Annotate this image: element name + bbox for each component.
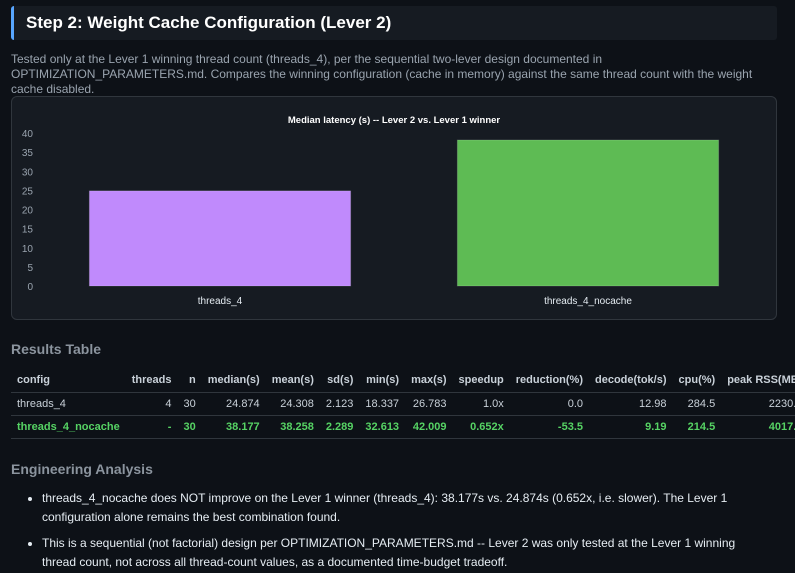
table-cell: 9.19 [589, 415, 673, 439]
column-header: min(s) [359, 369, 406, 393]
table-cell: 0.0 [509, 392, 589, 416]
x-axis: threads_4 threads_4_nocache [198, 296, 633, 307]
table-row: threads_4 4 30 24.874 24.308 2.123 18.337 26.78… [11, 392, 795, 416]
table-cell: 38.258 [265, 415, 320, 439]
y-axis: 0 5 10 15 20 25 30 35 40 [22, 129, 34, 293]
y-tick-label: 30 [22, 167, 34, 178]
column-header: median(s) [201, 369, 266, 393]
column-header: max(s) [405, 369, 453, 393]
y-tick-label: 40 [22, 129, 34, 140]
column-header: reduction(%) [509, 369, 589, 393]
table-cell: 0.652x [452, 415, 510, 439]
table-cell: 18.337 [359, 392, 406, 416]
table-cell: 284.5 [672, 392, 722, 416]
table-cell: 4017.4 [721, 415, 795, 439]
table-cell: 12.98 [589, 392, 673, 416]
analysis-item: This is a sequential (not factorial) des… [42, 534, 772, 572]
table-cell: 24.308 [265, 392, 320, 416]
y-tick-label: 15 [22, 225, 34, 236]
table-body: threads_4 4 30 24.874 24.308 2.123 18.337 26.78… [11, 392, 795, 439]
bars [88, 139, 720, 287]
step-header: Step 2: Weight Cache Configuration (Leve… [11, 6, 777, 40]
table-cell: -53.5 [509, 415, 589, 439]
table-cell: - [125, 415, 178, 439]
column-header: sd(s) [319, 369, 360, 393]
column-header: cpu(%) [672, 369, 722, 393]
y-tick-label: 0 [27, 282, 33, 293]
table-cell: 38.177 [201, 415, 266, 439]
table-cell: 1.0x [452, 392, 510, 416]
y-tick-label: 20 [22, 206, 34, 217]
table-cell: 2230.9 [721, 392, 795, 416]
x-tick-label: threads_4_nocache [544, 296, 632, 307]
table-cell: 30 [177, 415, 202, 439]
table-cell: 30 [177, 392, 202, 416]
table-cell: 42.009 [405, 415, 453, 439]
column-header: config [11, 369, 126, 393]
column-header: speedup [452, 369, 510, 393]
y-tick-label: 10 [22, 244, 34, 255]
column-header: n [177, 369, 202, 393]
table-cell: 214.5 [672, 415, 722, 439]
column-header: peak RSS(MB) [721, 369, 795, 393]
intro-text: Tested only at the Lever 1 winning threa… [11, 52, 753, 96]
column-header: decode(tok/s) [589, 369, 673, 393]
y-tick-label: 5 [27, 263, 33, 274]
table-cell: threads_4 [11, 392, 126, 416]
chart-card: Median latency (s) -- Lever 2 vs. Lever … [11, 96, 777, 320]
column-header: threads [125, 369, 178, 393]
table-cell: 2.123 [319, 392, 360, 416]
column-header: mean(s) [265, 369, 320, 393]
y-tick-label: 25 [22, 186, 34, 197]
page-title: Step 2: Weight Cache Configuration (Leve… [26, 13, 392, 32]
analysis-item: threads_4_nocache does NOT improve on th… [42, 489, 772, 527]
y-tick-label: 35 [22, 148, 34, 159]
analysis-list: threads_4_nocache does NOT improve on th… [42, 489, 772, 573]
table-cell: 24.874 [201, 392, 266, 416]
bar-threads_4_nocache [456, 139, 720, 287]
table-cell: 4 [125, 392, 178, 416]
bar-threads_4 [88, 190, 352, 287]
table-cell: 32.613 [359, 415, 406, 439]
table-cell: 2.289 [319, 415, 360, 439]
table-header-row: config threads n median(s) mean(s) sd(s) min(s… [11, 369, 795, 393]
results-section-title: Results Table [11, 341, 101, 357]
latency-bar-chart: Median latency (s) -- Lever 2 vs. Lever … [22, 115, 720, 307]
table-row: threads_4_nocache -30 38.177 38.258 2.289 32.… [11, 415, 795, 439]
chart-title: Median latency (s) -- Lever 2 vs. Lever … [288, 115, 501, 126]
table-cell: threads_4_nocache [11, 415, 126, 439]
results-table: config threads n median(s) mean(s) sd(s) min(s… [11, 369, 795, 439]
x-tick-label: threads_4 [198, 296, 243, 307]
analysis-section-title: Engineering Analysis [11, 461, 153, 477]
table-cell: 26.783 [405, 392, 453, 416]
